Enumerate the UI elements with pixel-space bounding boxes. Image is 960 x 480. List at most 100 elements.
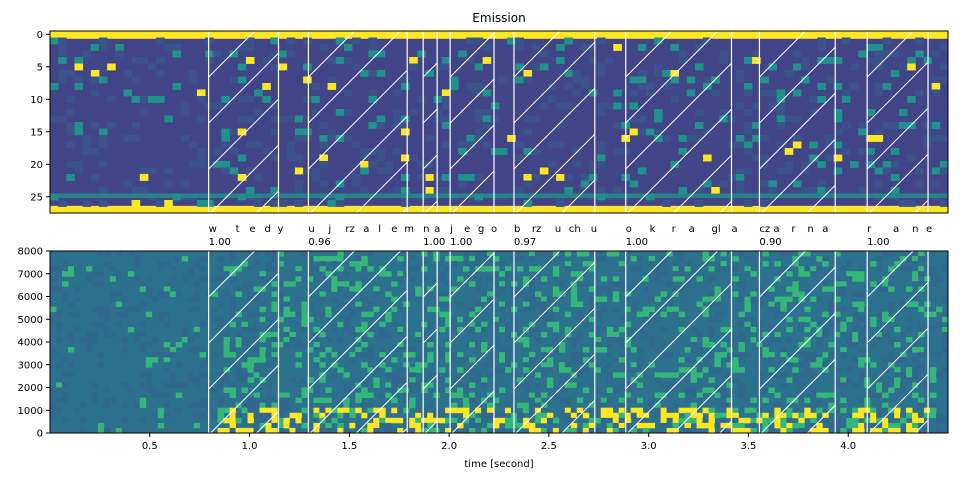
emission-cell <box>401 128 410 136</box>
segment-hatch <box>423 31 438 213</box>
emission-cell <box>115 44 124 51</box>
spectrogram-cell <box>397 377 404 383</box>
emission-cell <box>784 115 794 123</box>
x-tick-label: 1.5 <box>341 441 357 452</box>
spectrogram-cell <box>349 281 356 287</box>
hatch-line <box>308 69 408 170</box>
spectrogram-cell <box>295 382 302 388</box>
spectrogram-cell <box>361 256 368 262</box>
spectrogram-cell <box>528 362 536 368</box>
spectrogram-cell <box>552 417 560 424</box>
spectrogram-cell <box>918 266 925 272</box>
emission-cell <box>425 161 435 168</box>
spectrogram-cell <box>361 336 368 343</box>
spectrogram-cell <box>600 417 608 424</box>
spectrogram-cell <box>750 412 757 419</box>
spectrogram-cell <box>361 276 368 282</box>
spectrogram-cell <box>427 357 434 363</box>
spectrogram-cell <box>367 357 374 363</box>
spectrogram-cell <box>522 342 530 348</box>
spectrogram-cell <box>283 407 290 414</box>
spectrogram-cell <box>469 417 476 424</box>
spectrogram-cell <box>73 326 81 333</box>
emission-cell <box>907 63 916 71</box>
emission-cell <box>319 180 328 188</box>
spectrogram-cell <box>942 336 948 343</box>
token-label: r <box>791 224 796 235</box>
emission-cell <box>384 167 394 175</box>
spectrogram-cell <box>684 427 691 433</box>
spectrogram-cell <box>403 261 410 267</box>
spectrogram-cell <box>642 311 650 318</box>
spectrogram-cell <box>271 301 278 308</box>
spectrogram-cell <box>397 331 404 338</box>
emission-cell <box>719 180 728 188</box>
spectrogram-cell <box>858 336 865 343</box>
emission-cell <box>360 161 369 168</box>
spectrogram-cell <box>61 291 69 297</box>
emission-cell <box>376 122 386 129</box>
emission-cell <box>58 115 67 123</box>
emission-cell <box>890 161 900 168</box>
spectrogram-cell <box>475 321 482 328</box>
emission-cell <box>229 50 239 58</box>
spectrogram-cell <box>630 301 638 308</box>
emission-cell <box>368 161 377 168</box>
hatch-line <box>759 266 836 344</box>
spectrogram-cell <box>744 417 751 424</box>
spectrogram-cell <box>475 251 482 257</box>
spectrogram-cell <box>121 417 129 424</box>
spectrogram-cell <box>540 412 548 419</box>
spectrogram-cell <box>85 331 93 338</box>
spectrogram-cell <box>714 316 721 323</box>
spectrogram-cell <box>528 352 536 358</box>
emission-cell <box>286 50 296 58</box>
spectrogram-cell <box>253 402 260 409</box>
spectrogram-cell <box>672 261 679 267</box>
spectrogram-cell <box>259 377 266 383</box>
spectrogram-cell <box>618 407 626 414</box>
emission-cell <box>335 135 345 142</box>
emission-cell <box>107 122 116 129</box>
spectrogram-cell <box>792 357 799 363</box>
emission-cell <box>792 50 802 58</box>
y-tick-label: 0 <box>37 429 43 440</box>
emission-cell <box>743 148 753 155</box>
hatch-line <box>208 272 279 344</box>
spectrogram-cell <box>223 367 230 373</box>
spectrogram-cell <box>307 347 314 353</box>
spectrogram-cell <box>247 266 254 272</box>
spectrogram-cell <box>445 417 452 424</box>
spectrogram-cell <box>109 397 117 404</box>
emission-cell <box>180 135 190 142</box>
spectrogram-cell <box>451 256 458 262</box>
spectrogram-cell <box>361 352 368 358</box>
spectrogram-cell <box>888 286 895 292</box>
emission-cell <box>343 89 353 97</box>
spectrogram-cell <box>499 261 506 267</box>
spectrogram-cell <box>558 342 566 348</box>
spectrogram-cell <box>97 281 105 287</box>
spectrogram-cell <box>349 311 356 318</box>
spectrogram-cell <box>786 251 793 257</box>
emission-cell <box>850 83 859 90</box>
spectrogram-cell <box>774 296 781 302</box>
emission-cell <box>164 180 173 188</box>
token-label: u <box>308 224 314 235</box>
spectrogram-cell <box>624 256 632 262</box>
spectrogram-cell <box>780 306 787 313</box>
spectrogram-cell <box>576 271 584 277</box>
emission-cell <box>360 148 369 155</box>
spectrogram-cell <box>253 367 260 373</box>
emission-cell <box>164 167 173 175</box>
spectrogram-cell <box>564 251 572 257</box>
spectrogram-cell <box>469 357 476 363</box>
spectrogram-cell <box>55 321 63 328</box>
y-tick-label: 3000 <box>18 360 43 371</box>
emission-cell <box>915 180 924 188</box>
spectrogram-cell <box>50 387 57 393</box>
spectrogram-cell <box>499 367 506 373</box>
emission-cell <box>882 50 892 58</box>
spectrogram-cell <box>630 347 638 353</box>
spectrogram-cell <box>660 392 668 399</box>
